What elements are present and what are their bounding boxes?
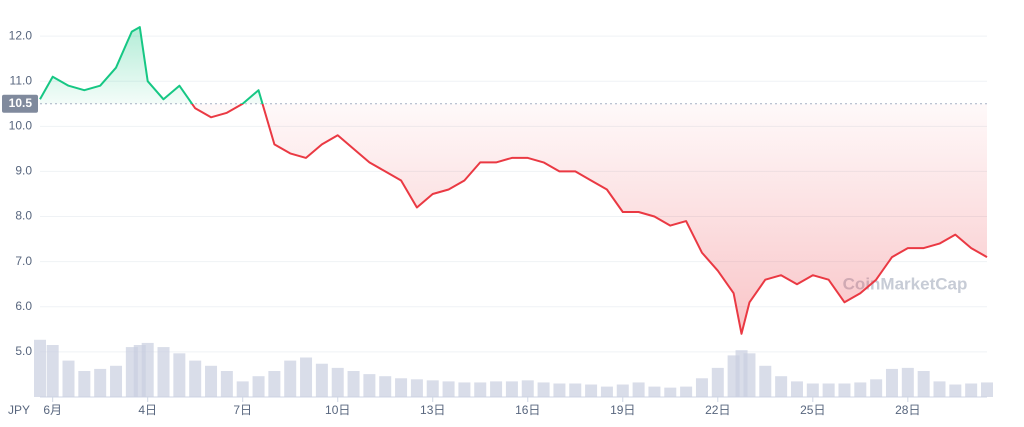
volume-bar [78,371,91,397]
volume-bar [34,339,46,397]
volume-bar [395,378,408,397]
y-tick-label: 8.0 [15,209,32,223]
volume-bar [854,382,867,397]
x-tick-label: 19日 [610,403,635,417]
volume-bar [157,347,170,397]
volume-bar [205,365,218,397]
volume-bar [949,384,962,397]
x-tick-label: 6月 [43,403,62,417]
volume-bar [458,382,471,397]
x-tick-label: 22日 [705,403,730,417]
volume-bar [141,342,154,397]
area-fill [40,27,987,334]
volume-bar [901,367,914,397]
volume-bar [410,379,423,397]
volume-bar [711,367,724,397]
volume-bar [885,368,898,397]
x-tick-label: 4日 [138,403,157,417]
volume-bar [838,383,851,397]
volume-bar [806,383,819,397]
y-tick-label: 10.0 [9,118,33,132]
volume-bar [521,380,534,397]
y-tick-label: 12.0 [9,28,33,42]
volume-bar [426,380,439,397]
volume-bar [315,363,328,397]
y-tick-label: 5.0 [15,344,32,358]
baseline-label-bg [2,94,38,113]
volume-bar [490,381,503,397]
volume-bar [569,383,582,397]
volume-bar [268,371,281,397]
volume-bar [616,384,629,397]
currency-label: JPY [8,403,30,417]
volume-bar [600,386,613,397]
volume-bar [775,376,788,397]
volume-bar [695,378,708,397]
price-line [39,26,988,335]
volume-bar [632,382,645,397]
volume-bar [474,382,487,397]
volume-bar [822,383,835,397]
y-tick-label: 9.0 [15,164,32,178]
volume-bar [680,386,693,397]
x-tick-label: 28日 [895,403,920,417]
volume-bar [46,345,59,397]
y-tick-label: 6.0 [15,299,32,313]
volume-bar [189,360,202,397]
volume-bar [537,382,550,397]
volume-bar [252,376,265,397]
volume-bar [790,381,803,397]
volume-bar [870,379,883,397]
volume-bar [379,376,392,397]
volume-bar [743,353,756,397]
volume-bar [236,381,249,397]
volume-bar [110,365,123,397]
y-tick-label: 11.0 [10,73,33,87]
volume-bar [284,360,297,397]
x-tick-label: 16日 [515,403,540,417]
baseline-label: 10.5 [9,96,33,110]
volume-bar [62,360,75,397]
volume-bar [347,371,360,397]
volume-bar [553,383,566,397]
volume-bar [173,353,186,397]
volume-bar [981,382,993,397]
volume-bar [664,387,677,397]
volume-bar [331,367,344,397]
volume-bar [917,371,930,397]
volume-bar [965,383,978,397]
volume-bar [585,384,598,397]
volume-bar [648,386,661,397]
volume-bar [300,357,313,397]
volume-bar [220,371,233,397]
volume-bar [363,374,376,397]
x-tick-label: 10日 [325,403,350,417]
volume-bar [505,381,518,397]
x-tick-label: 7日 [233,403,252,417]
volume-bar [125,347,138,397]
volume-bar [759,365,772,397]
volume-bar [933,381,946,397]
volume-bar [442,381,455,397]
y-tick-label: 7.0 [15,254,32,268]
x-tick-label: 25日 [800,403,825,417]
x-tick-label: 13日 [420,403,445,417]
volume-bar [94,368,107,397]
